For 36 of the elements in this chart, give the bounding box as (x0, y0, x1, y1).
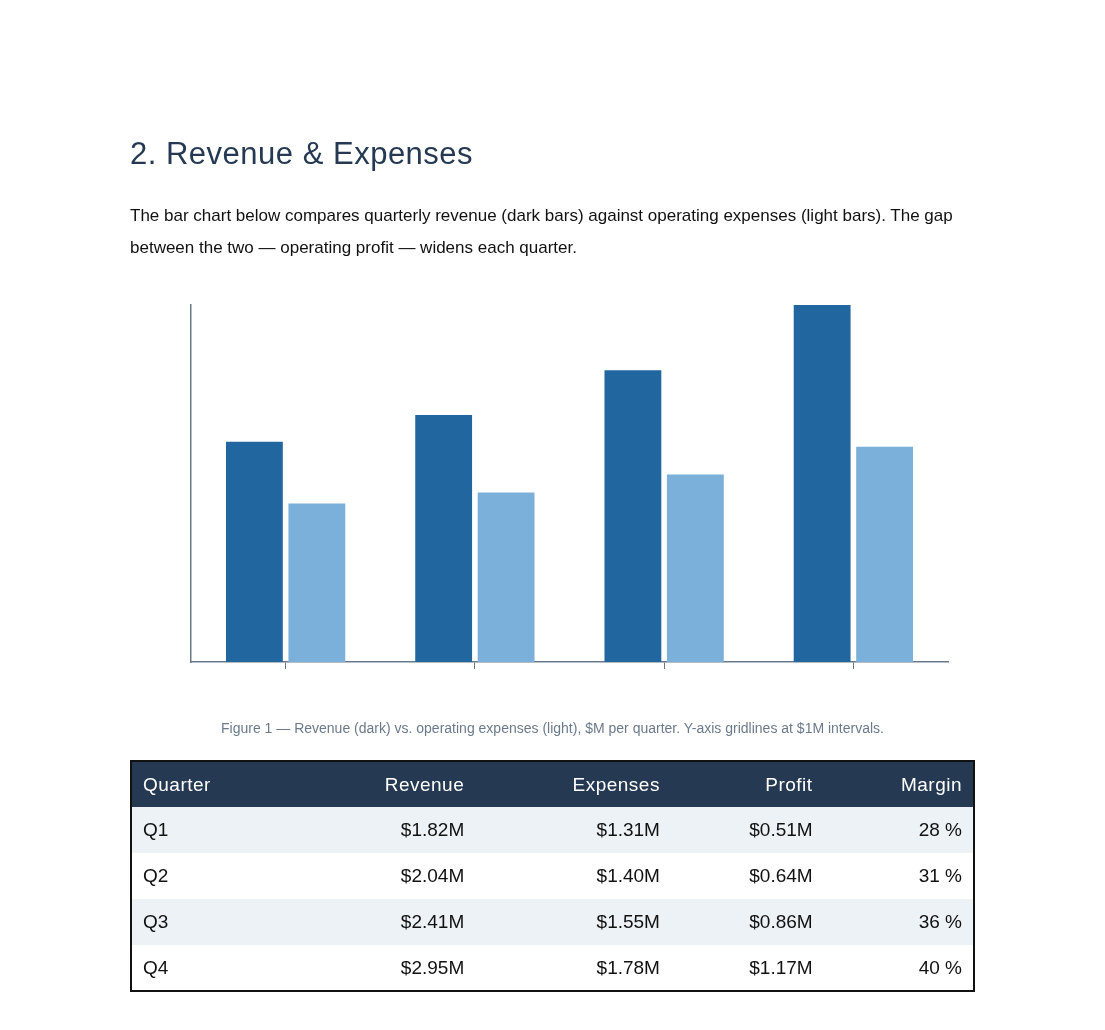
text: 31 % (917, 864, 963, 888)
text: Q2 (142, 864, 170, 888)
text: $0.64M (748, 864, 814, 888)
text: $0.86M (670, 899, 824, 945)
text: 36 % (823, 899, 974, 945)
category-label: Profit (670, 761, 824, 807)
chart-subtitle: The bar chart below compares quarterly revenue (dark bars) against operating expenses (light bars). The gap between the two — operating profit — widens each quarter. (130, 205, 954, 259)
bar (477, 492, 535, 662)
text: $2.04M (399, 864, 466, 888)
bar (415, 414, 473, 662)
bar (666, 474, 724, 662)
category-label: Expenses (475, 761, 671, 807)
chart-title: 2. Revenue & Expenses (130, 136, 474, 172)
text: $1.17M (748, 955, 814, 980)
bar (225, 441, 283, 662)
text: $2.95M (399, 955, 466, 980)
text: $2.41M (293, 899, 476, 945)
text: $1.82M (293, 807, 476, 853)
category-label: Quarter (131, 761, 294, 807)
bar (604, 370, 662, 662)
bar (288, 503, 346, 662)
text: $0.51M (670, 807, 824, 853)
bar (856, 446, 914, 662)
text: $1.31M (475, 807, 671, 853)
text: Q1 (131, 807, 294, 853)
text: Q3 (131, 899, 294, 945)
text: $1.78M (595, 955, 661, 980)
text: Q4 (142, 955, 170, 980)
text: 40 % (917, 955, 963, 980)
text: $1.40M (595, 864, 661, 888)
bar (793, 305, 851, 662)
caption: Figure 1 — Revenue (dark) vs. operating expenses (light), $M per quarter. Y-axis gridlines at $1M intervals. (220, 720, 885, 736)
category-label: Revenue (293, 761, 476, 807)
text: $1.55M (475, 899, 671, 945)
text: 28 % (823, 807, 974, 853)
category-label: Margin (823, 761, 974, 807)
